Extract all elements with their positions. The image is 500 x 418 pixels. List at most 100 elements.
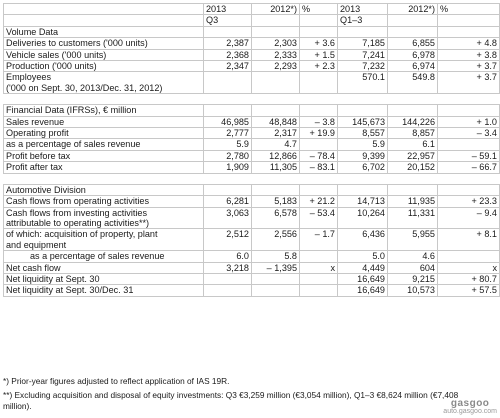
cell-q3-pct: + 2.3 [299,60,338,73]
cell-q13-pct: + 3.8 [437,48,500,62]
cell-q3-pct: – 1.7 [299,228,338,252]
cell-q13-pct: – 3.4 [437,127,500,140]
cell-q3-2012: 4.7 [251,138,300,151]
cell-q13-pct: – 66.7 [437,161,500,174]
cell-q3-pct: + 3.6 [299,37,338,50]
table-row: Vehicle sales ('000 units) 2,368 2,333 +… [3,48,500,62]
watermark: gasgoo auto.gasgoo.com [443,398,497,416]
spacer-row [3,172,500,185]
cell-q3-2012 [251,272,300,286]
cell-q3-2012: 2,556 [251,228,300,252]
cell-q13-2012: 11,935 [387,195,438,208]
cell-q3-pct [299,138,338,151]
header-row-years: 2013 2012*) % 2013 2012*) % [3,2,500,16]
cell-q3-2013: 46,985 [203,115,252,129]
row-label: Vehicle sales ('000 units) [3,48,204,62]
cell-q3-2013: 2,780 [203,149,252,163]
cell-q13-2013: 9,399 [337,149,388,163]
cell-q13-2012: 6.1 [387,138,438,151]
cell-q13-pct: + 3.7 [437,60,500,73]
row-label: Deliveries to customers ('000 units) [3,37,204,50]
cell-q3-2013 [203,272,252,286]
cell-q13-pct: + 23.3 [437,195,500,208]
financial-table: 2013 2012*) % 2013 2012*) % Q3 Q1–3 Volu… [3,2,500,297]
table-row: Cash flows from operating activities 6,2… [3,195,500,208]
row-label: of which: acquisition of property, plant… [3,228,204,252]
section-financial: Financial Data (IFRSs), € million [3,104,500,117]
cell-q3-2013: 6,281 [203,195,252,208]
cell-q13-pct: + 8.1 [437,228,500,252]
cell-q13-pct: + 57.5 [437,284,500,297]
table-row: Cash flows from investing activities attr… [3,206,500,230]
cell-q3-2013: 2,512 [203,228,252,252]
cell-q13-2012: 604 [387,261,438,274]
cell-q3-2013: 2,387 [203,37,252,50]
watermark-url: auto.gasgoo.com [443,408,497,415]
table-row: Production ('000 units) 2,347 2,293 + 2.… [3,60,500,73]
cell-q3-2013 [203,284,252,297]
row-label: Profit after tax [3,161,204,174]
cell-q3-2012 [251,71,300,95]
cell-q13-2012: 20,152 [387,161,438,174]
cell-q13-2012: 11,331 [387,206,438,230]
cell-q3-pct: – 78.4 [299,149,338,163]
cell-q3-2012: 11,305 [251,161,300,174]
cell-q13-2013: 5.9 [337,138,388,151]
row-label-line2: attributable to operating activities**) [6,217,150,228]
table-row: Deliveries to customers ('000 units) 2,3… [3,37,500,50]
cell-q13-2012: 5,955 [387,228,438,252]
cell-q3-2013: 5.9 [203,138,252,151]
row-label-line1: Cash flows from investing activities [6,207,148,218]
cell-q3-pct [299,71,338,95]
cell-q13-2013: 7,241 [337,48,388,62]
cell-q3-pct [299,272,338,286]
cell-q3-pct [299,284,338,297]
cell-q13-2013: 145,673 [337,115,388,129]
cell-q13-2013: 6,702 [337,161,388,174]
cell-q13-pct: + 4.8 [437,37,500,50]
table-row: Profit before tax 2,780 12,866 – 78.4 9,… [3,149,500,163]
cell-q3-2013 [203,71,252,95]
row-label: Net cash flow [3,261,204,274]
cell-q3-2013: 3,218 [203,261,252,274]
cell-q13-pct: – 59.1 [437,149,500,163]
cell-q3-pct: – 3.8 [299,115,338,129]
cell-q3-pct: – 83.1 [299,161,338,174]
cell-q3-2012: 5,183 [251,195,300,208]
row-label: Production ('000 units) [3,60,204,73]
cell-q3-2013: 1,909 [203,161,252,174]
cell-q13-pct: + 1.0 [437,115,500,129]
cell-q3-2012: 2,303 [251,37,300,50]
header-row-periods: Q3 Q1–3 [3,14,500,27]
cell-q13-2013: 5.0 [337,250,388,263]
cell-q13-2013: 10,264 [337,206,388,230]
cell-q13-2013: 16,649 [337,272,388,286]
spacer-row [3,93,500,106]
cell-q13-2012: 6,974 [387,60,438,73]
section-volume: Volume Data [3,25,500,39]
row-label-line1: of which: acquisition of property, plant [6,229,158,240]
watermark-logo: gasgoo [450,398,490,409]
cell-q13-2012: 8,857 [387,127,438,140]
row-label-line2: ('000 on Sept. 30, 2013/Dec. 31, 2012) [6,82,163,93]
cell-q13-2013: 4,449 [337,261,388,274]
cell-q3-2013: 2,368 [203,48,252,62]
cell-q3-2012: 2,333 [251,48,300,62]
row-label: Net liquidity at Sept. 30/Dec. 31 [3,284,204,297]
cell-q3-pct: – 53.4 [299,206,338,230]
header-blank [3,2,204,16]
cell-q3-pct: x [299,261,338,274]
cell-q3-2012: 2,293 [251,60,300,73]
row-label: Employees ('000 on Sept. 30, 2013/Dec. 31… [3,71,204,95]
cell-q13-2012: 144,226 [387,115,438,129]
row-label: as a percentage of sales revenue [3,138,204,151]
cell-q13-2013: 14,713 [337,195,388,208]
cell-q13-2013: 6,436 [337,228,388,252]
table-row: as a percentage of sales revenue 5.9 4.7… [3,138,500,151]
cell-q13-2013: 7,185 [337,37,388,50]
table-row: of which: acquisition of property, plant… [3,228,500,252]
header-q3-2013: 2013 [203,2,252,16]
cell-q13-pct [437,250,500,263]
footnote-2: **) Excluding acquisition and disposal o… [3,390,459,411]
header-period-q13: Q1–3 [337,14,388,27]
